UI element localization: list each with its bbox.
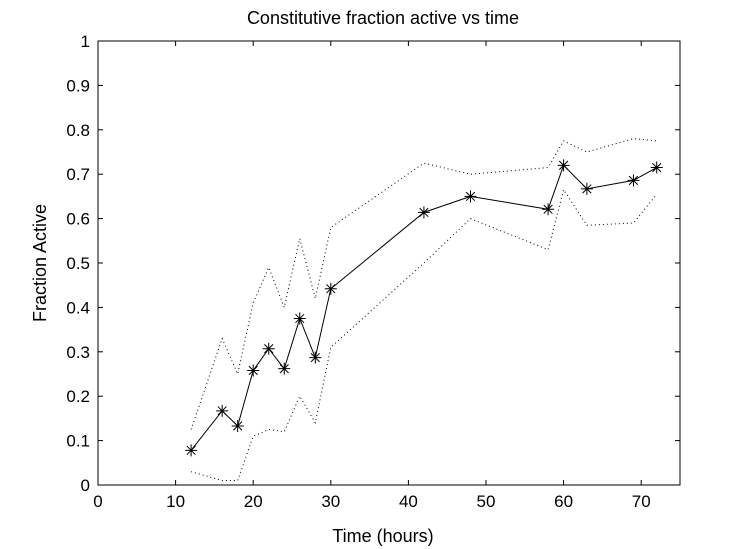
data-point (293, 312, 306, 325)
x-tick-label: 40 (399, 492, 418, 511)
y-tick-label: 1 (81, 32, 90, 51)
x-tick-label: 50 (477, 492, 496, 511)
data-point (580, 182, 593, 195)
series-line-upper-bound (190, 138, 657, 430)
x-tick-label: 0 (93, 492, 102, 511)
x-axis: 0 10 20 30 40 50 60 70 (93, 41, 651, 511)
data-point (309, 351, 322, 364)
data-point (247, 364, 260, 377)
data-point (627, 174, 640, 187)
y-tick-label: 0.1 (66, 432, 90, 451)
y-axis-label: Fraction Active (30, 204, 50, 322)
y-tick-label: 0.5 (66, 254, 90, 273)
chart-title: Constitutive fraction active vs time (247, 8, 519, 28)
data-point (650, 161, 663, 174)
data-point (417, 206, 430, 219)
data-point (231, 419, 244, 432)
data-point (216, 404, 229, 417)
series-line-lower-bound (190, 188, 658, 482)
y-tick-label: 0.4 (66, 298, 90, 317)
x-tick-label: 70 (632, 492, 651, 511)
data-point (542, 203, 555, 216)
plot-frame (97, 40, 681, 486)
data-point (278, 362, 291, 375)
series-layer (185, 138, 663, 482)
y-axis: 0 0.1 0.2 0.3 0.4 0.5 0.6 0.7 0.8 0.9 1 (66, 32, 680, 495)
y-tick-label: 0.3 (66, 343, 90, 362)
data-point (324, 282, 337, 295)
data-point (464, 190, 477, 203)
series-line-mean (190, 164, 657, 451)
data-point (185, 444, 198, 457)
y-tick-label: 0.7 (66, 165, 90, 184)
x-axis-label: Time (hours) (332, 526, 433, 546)
y-tick-label: 0.8 (66, 121, 90, 140)
data-point (557, 159, 570, 172)
x-tick-label: 60 (554, 492, 573, 511)
data-point (262, 342, 275, 355)
x-tick-label: 30 (321, 492, 340, 511)
y-tick-label: 0.2 (66, 387, 90, 406)
y-tick-label: 0.6 (66, 210, 90, 229)
y-tick-label: 0 (81, 476, 90, 495)
x-tick-label: 20 (244, 492, 263, 511)
y-tick-label: 0.9 (66, 76, 90, 95)
x-tick-label: 10 (166, 492, 185, 511)
